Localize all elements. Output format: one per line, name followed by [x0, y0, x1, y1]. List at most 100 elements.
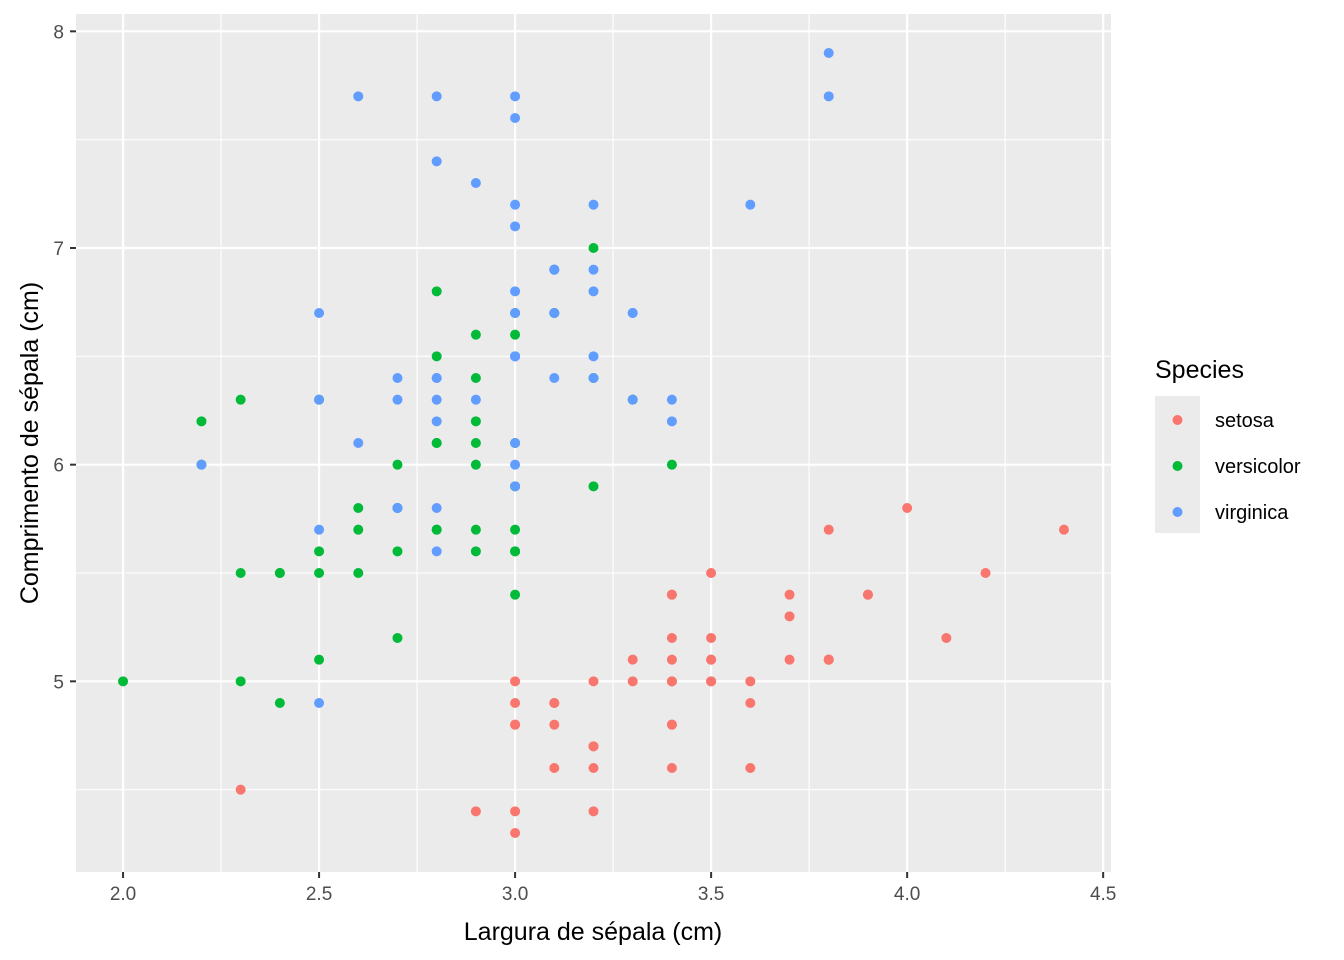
- y-tick-label: 8: [53, 22, 64, 43]
- data-point-virginica: [431, 416, 442, 427]
- data-point-versicolor: [470, 546, 481, 557]
- data-point-versicolor: [588, 243, 599, 253]
- data-point-setosa: [510, 806, 521, 817]
- data-point-virginica: [549, 308, 560, 318]
- minor-gridlines: [76, 14, 1111, 872]
- data-point-virginica: [510, 351, 521, 362]
- data-point-versicolor: [353, 568, 364, 578]
- data-point-virginica: [431, 546, 442, 557]
- data-point-versicolor: [666, 459, 677, 470]
- data-point-virginica: [588, 264, 599, 275]
- data-point-versicolor: [235, 676, 246, 687]
- data-point-virginica: [588, 199, 599, 210]
- data-point-setosa: [1058, 524, 1069, 535]
- x-tick-label: 3.5: [698, 884, 724, 905]
- data-point-virginica: [627, 394, 638, 405]
- data-point-virginica: [510, 91, 521, 102]
- legend-label-versicolor: versicolor: [1215, 456, 1301, 478]
- legend: Species setosa versicolor virginica: [1155, 356, 1301, 533]
- data-point-setosa: [706, 568, 717, 578]
- legend-key-versicolor: [1172, 461, 1183, 471]
- legend-key-virginica: [1172, 507, 1183, 517]
- data-point-setosa: [666, 676, 677, 687]
- data-point-virginica: [470, 178, 481, 188]
- data-point-virginica: [549, 264, 560, 275]
- data-point-virginica: [353, 91, 364, 102]
- data-point-versicolor: [470, 459, 481, 470]
- data-point-virginica: [510, 221, 521, 232]
- data-point-virginica: [510, 459, 521, 470]
- data-point-versicolor: [470, 524, 481, 535]
- data-point-setosa: [470, 806, 481, 817]
- x-tick-label: 2.0: [110, 884, 136, 905]
- data-point-setosa: [510, 719, 521, 730]
- data-point-versicolor: [196, 416, 207, 427]
- major-gridlines: [76, 14, 1111, 872]
- data-point-versicolor: [431, 286, 442, 297]
- data-point-setosa: [627, 676, 638, 687]
- data-point-setosa: [235, 784, 246, 795]
- data-point-versicolor: [470, 438, 481, 448]
- data-point-virginica: [431, 503, 442, 513]
- data-point-versicolor: [510, 329, 521, 340]
- data-point-virginica: [196, 459, 207, 470]
- data-point-setosa: [627, 654, 638, 665]
- data-point-versicolor: [353, 524, 364, 535]
- data-point-versicolor: [314, 654, 325, 665]
- data-point-virginica: [666, 394, 677, 405]
- data-point-versicolor: [510, 589, 521, 600]
- data-point-versicolor: [392, 459, 403, 470]
- data-point-setosa: [588, 763, 599, 773]
- data-point-versicolor: [470, 329, 481, 340]
- data-point-virginica: [510, 286, 521, 297]
- data-point-versicolor: [118, 676, 129, 687]
- data-point-setosa: [510, 698, 521, 708]
- data-point-setosa: [510, 828, 521, 838]
- data-point-setosa: [549, 763, 560, 773]
- data-point-setosa: [549, 698, 560, 708]
- data-point-setosa: [706, 654, 717, 665]
- y-tick-label: 5: [53, 672, 64, 693]
- data-point-versicolor: [314, 546, 325, 557]
- data-point-virginica: [314, 698, 325, 708]
- data-point-virginica: [314, 524, 325, 535]
- data-point-versicolor: [392, 633, 403, 643]
- y-tick-label: 7: [53, 239, 64, 260]
- legend-title: Species: [1155, 356, 1244, 384]
- data-point-virginica: [588, 351, 599, 362]
- data-point-setosa: [706, 676, 717, 687]
- data-point-setosa: [745, 698, 756, 708]
- data-point-setosa: [823, 654, 834, 665]
- data-point-virginica: [431, 373, 442, 383]
- data-point-versicolor: [510, 546, 521, 557]
- data-point-versicolor: [353, 503, 364, 513]
- data-point-versicolor: [314, 568, 325, 578]
- data-point-virginica: [666, 416, 677, 427]
- legend-key-setosa: [1172, 415, 1183, 425]
- data-point-versicolor: [510, 524, 521, 535]
- data-point-setosa: [706, 633, 717, 643]
- data-point-setosa: [862, 589, 873, 600]
- data-point-setosa: [666, 589, 677, 600]
- data-point-setosa: [666, 654, 677, 665]
- data-point-versicolor: [274, 698, 285, 708]
- y-axis-ticks: 5 6 7 8: [53, 22, 76, 693]
- data-point-versicolor: [588, 481, 599, 492]
- x-tick-label: 4.0: [894, 884, 920, 905]
- data-point-setosa: [784, 654, 795, 665]
- data-point-setosa: [510, 676, 521, 687]
- data-point-setosa: [902, 503, 913, 513]
- legend-label-setosa: setosa: [1215, 410, 1275, 432]
- data-point-virginica: [549, 373, 560, 383]
- x-tick-label: 2.5: [306, 884, 332, 905]
- data-point-versicolor: [470, 373, 481, 383]
- data-point-setosa: [666, 763, 677, 773]
- data-point-setosa: [745, 763, 756, 773]
- data-point-setosa: [666, 719, 677, 730]
- data-point-versicolor: [470, 416, 481, 427]
- data-point-virginica: [510, 199, 521, 210]
- data-point-virginica: [588, 286, 599, 297]
- data-point-setosa: [823, 524, 834, 535]
- data-point-virginica: [510, 438, 521, 448]
